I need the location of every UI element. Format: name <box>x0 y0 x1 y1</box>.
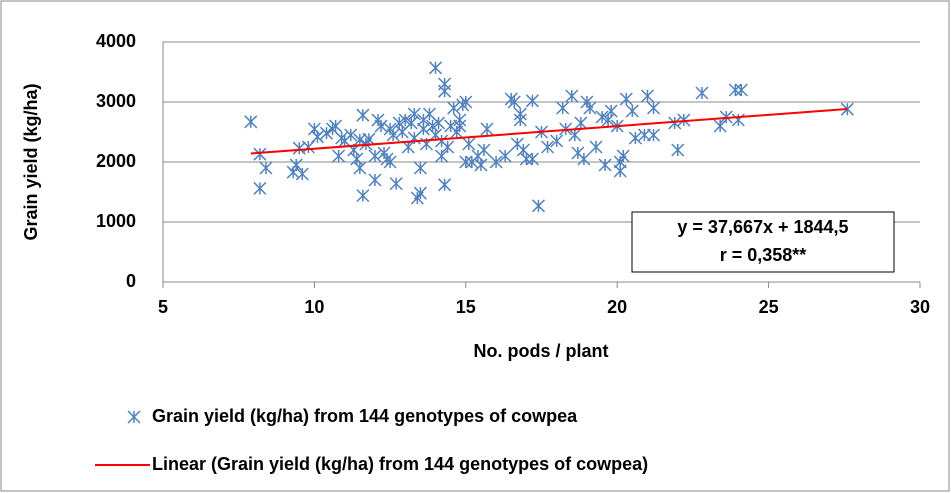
point <box>568 128 582 142</box>
point <box>507 95 521 109</box>
point <box>362 132 376 146</box>
y-tick-label: 1000 <box>96 211 136 231</box>
annotation-text: r = 0,358** <box>720 245 807 265</box>
point <box>432 116 446 130</box>
point <box>389 177 403 191</box>
point <box>453 119 467 133</box>
point <box>253 181 267 195</box>
point <box>428 61 443 75</box>
point <box>459 155 473 169</box>
point <box>332 149 346 163</box>
point <box>598 158 612 172</box>
point <box>329 119 343 133</box>
point <box>556 101 570 115</box>
point <box>541 140 555 154</box>
y-tick-label: 2000 <box>96 151 136 171</box>
point <box>565 89 579 103</box>
point <box>344 128 358 142</box>
point <box>350 152 364 166</box>
point <box>728 83 742 97</box>
x-tick-label: 20 <box>607 297 627 317</box>
point <box>640 89 655 103</box>
point <box>474 158 488 172</box>
point <box>447 101 461 115</box>
y-tick-label: 0 <box>126 271 136 291</box>
point <box>489 155 503 169</box>
x-tick-label: 25 <box>759 297 779 317</box>
x-axis-label: No. pods / plant <box>474 341 609 361</box>
point <box>525 152 539 166</box>
point <box>574 116 588 130</box>
point <box>513 113 527 127</box>
point <box>583 101 597 115</box>
point <box>734 83 748 97</box>
point <box>310 130 324 144</box>
point <box>695 86 709 100</box>
point <box>498 149 512 163</box>
point <box>253 147 267 161</box>
point <box>374 119 388 133</box>
point <box>577 152 591 166</box>
point <box>477 143 491 157</box>
point <box>647 128 661 142</box>
point <box>301 140 315 154</box>
point <box>462 137 476 151</box>
point <box>531 199 546 213</box>
point <box>319 126 334 140</box>
point <box>647 101 661 115</box>
point <box>438 178 452 192</box>
point <box>356 189 370 203</box>
point <box>519 152 533 166</box>
trend-line <box>250 107 848 155</box>
point <box>525 94 539 108</box>
point <box>589 140 603 154</box>
x-tick-label: 15 <box>456 297 476 317</box>
x-tick-label: 10 <box>304 297 324 317</box>
point <box>416 122 430 136</box>
point <box>604 104 618 118</box>
point <box>413 161 427 175</box>
point <box>628 131 642 145</box>
annotation-box <box>631 211 895 273</box>
point <box>438 84 452 98</box>
point <box>616 149 630 163</box>
point <box>613 164 627 178</box>
point <box>480 122 494 136</box>
point <box>668 116 682 130</box>
legend-label: Grain yield (kg/ha) from 144 genotypes o… <box>152 406 578 426</box>
point <box>368 149 382 163</box>
point <box>441 140 455 154</box>
point <box>295 167 309 181</box>
point <box>619 92 633 106</box>
x-tick-label: 30 <box>910 297 930 317</box>
point <box>383 155 397 169</box>
point <box>356 108 370 122</box>
annotation-text: y = 37,667x + 1844,5 <box>677 217 848 237</box>
x-tick-label: 5 <box>158 297 168 317</box>
point <box>637 128 651 142</box>
point <box>404 116 418 130</box>
point <box>550 134 564 148</box>
legend-marker <box>127 410 141 424</box>
point <box>244 115 258 129</box>
point <box>386 128 400 142</box>
point <box>601 113 615 127</box>
point <box>671 143 685 157</box>
point <box>407 107 421 121</box>
point <box>677 113 691 127</box>
y-axis-label: Grain yield (kg/ha) <box>21 83 41 240</box>
point <box>625 104 639 118</box>
point <box>413 186 427 200</box>
point <box>459 95 473 109</box>
point <box>368 173 382 187</box>
y-tick-label: 3000 <box>96 91 136 111</box>
legend-label: Linear (Grain yield (kg/ha) from 144 gen… <box>152 454 648 474</box>
y-tick-label: 4000 <box>96 31 136 51</box>
point <box>259 161 273 175</box>
point <box>353 161 367 175</box>
